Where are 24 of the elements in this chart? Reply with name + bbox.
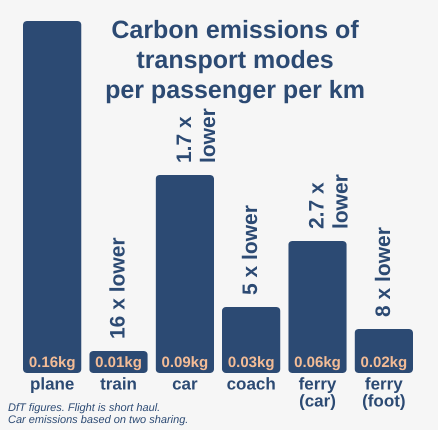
text: Carbon emissions of transport modes per passenger per km bbox=[105, 16, 365, 104]
data-label: 0.01kg bbox=[95, 354, 142, 371]
x-tick-label: ferry (car) bbox=[298, 374, 337, 410]
x-tick-label: ferry (foot) bbox=[362, 374, 406, 410]
bar bbox=[222, 307, 280, 373]
text: Car emissions based on two sharing. bbox=[8, 414, 188, 426]
data-label: 0.02kg bbox=[360, 354, 408, 371]
data-label: 0.06kg bbox=[294, 354, 341, 371]
bar bbox=[288, 241, 347, 373]
x-tick-label: train bbox=[100, 374, 137, 394]
data-label: 0.16kg bbox=[28, 354, 76, 371]
x-tick-label: car bbox=[172, 374, 198, 394]
bar bbox=[156, 175, 214, 373]
x-tick-label: coach bbox=[226, 374, 276, 394]
data-label: 0.09kg bbox=[161, 354, 208, 371]
annotation: 5 x lower bbox=[239, 205, 262, 295]
annotation: 8 x lower bbox=[372, 227, 395, 317]
data-label: 0.03kg bbox=[228, 354, 275, 371]
text: DfT figures. Flight is short haul. bbox=[8, 402, 160, 414]
x-tick-label: plane bbox=[30, 374, 74, 394]
annotation: 16 x lower bbox=[106, 237, 130, 339]
bar bbox=[23, 21, 82, 373]
annotation: 1.7 x lower bbox=[172, 108, 220, 163]
annotation: 2.7 x lower bbox=[305, 174, 352, 229]
